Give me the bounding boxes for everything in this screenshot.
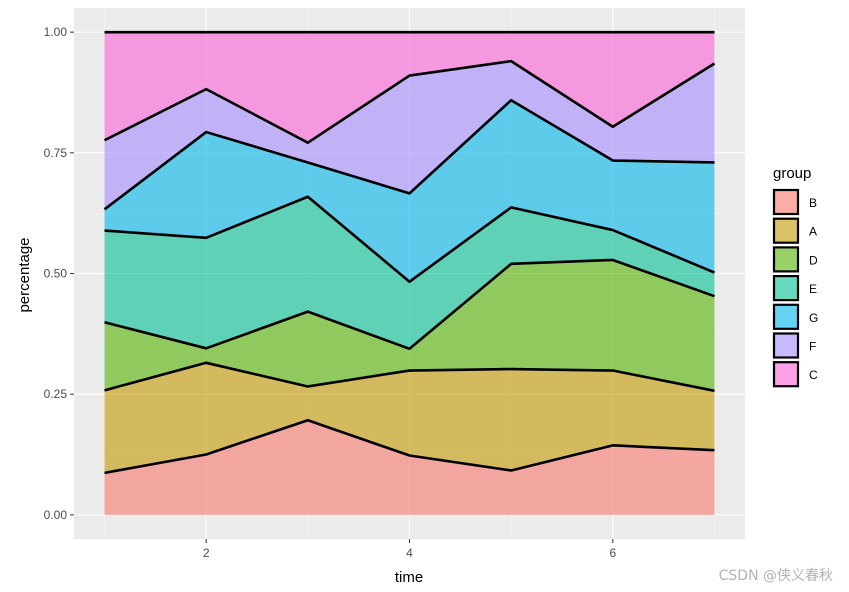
- area-E: [104, 196, 715, 349]
- line-F: [104, 361, 715, 393]
- legend-label-B: B: [809, 196, 817, 210]
- legend-key-G: [772, 303, 800, 330]
- x-axis-ticks: 2 4 6: [203, 539, 616, 560]
- line-A: [103, 59, 716, 144]
- legend-label-D: D: [809, 253, 818, 267]
- y-tick-label: 0.00: [44, 508, 68, 522]
- line-E: [104, 195, 716, 284]
- y-tick-label: 0.25: [44, 387, 68, 401]
- area-D: [104, 100, 715, 282]
- x-tick-label: 4: [406, 546, 413, 560]
- area-F: [104, 362, 715, 473]
- line-C: [104, 418, 715, 475]
- legend-key-D: [772, 246, 800, 273]
- legend-label-G: G: [809, 311, 818, 325]
- legend-label-F: F: [809, 340, 816, 354]
- y-tick-label: 0.75: [44, 146, 68, 160]
- legend-label-C: C: [809, 368, 818, 382]
- x-tick-label: 6: [609, 546, 616, 560]
- legend-key-A: [772, 217, 800, 244]
- area-A: [104, 61, 715, 210]
- legend-key-C: [772, 361, 800, 388]
- legend-title: group: [773, 165, 811, 182]
- legend: group B AD E G FC: [772, 165, 818, 388]
- legend-label-E: E: [809, 282, 817, 296]
- area-G: [104, 259, 715, 391]
- y-axis-title: percentage: [16, 237, 33, 312]
- watermark-text: CSDN @侠义春秋: [719, 568, 833, 584]
- area-boundary-lines: [103, 30, 716, 475]
- area-C: [104, 420, 715, 515]
- y-axis-ticks: 0.00 0.25 0.50 0.75 1.00: [44, 25, 74, 522]
- legend-key-E: [772, 275, 800, 302]
- legend-key-F: [772, 332, 800, 359]
- legend-label-A: A: [809, 225, 817, 239]
- y-tick-label: 0.50: [44, 267, 68, 281]
- area-layers: [104, 32, 715, 515]
- y-tick-label: 1.00: [44, 25, 68, 39]
- line-G: [104, 258, 715, 351]
- line-D: [103, 98, 715, 211]
- x-axis-title: time: [395, 569, 423, 586]
- x-tick-label: 2: [203, 546, 210, 560]
- legend-key-B: [772, 188, 800, 216]
